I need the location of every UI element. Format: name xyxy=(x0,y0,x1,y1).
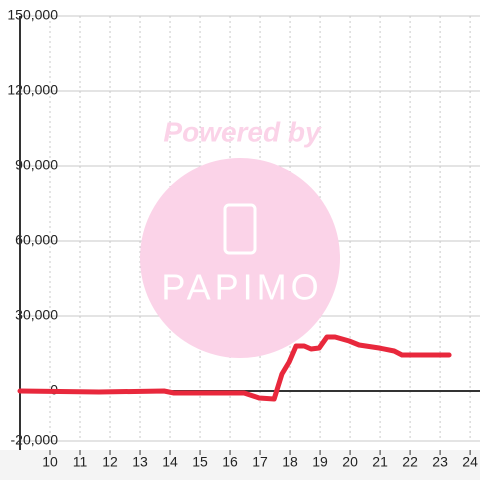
y-tick-label: -20,000 xyxy=(11,432,59,448)
x-tick-label: 11 xyxy=(73,454,88,470)
x-tick-label: 17 xyxy=(252,454,268,470)
x-tick-label: 16 xyxy=(222,454,238,470)
x-tick-label: 20 xyxy=(342,454,358,470)
series-line xyxy=(17,334,452,402)
x-tick-label: 10 xyxy=(42,454,58,470)
watermark: Powered by PAPIMO xyxy=(140,116,340,358)
y-tick-label: 30,000 xyxy=(15,307,58,323)
x-tick-label: 15 xyxy=(192,454,208,470)
watermark-text: Powered by xyxy=(163,116,322,147)
x-tick-label: 12 xyxy=(102,454,118,470)
x-tick-label: 19 xyxy=(312,454,328,470)
x-tick-label: 13 xyxy=(132,454,148,470)
plot: -20,000030,00060,00090,000120,000150,000… xyxy=(7,7,480,470)
watermark-logo: PAPIMO xyxy=(161,267,322,308)
phone-icon xyxy=(223,203,257,255)
x-tick-label: 21 xyxy=(372,454,388,470)
y-tick-label: 60,000 xyxy=(15,232,58,248)
y-tick-label: 150,000 xyxy=(7,7,58,23)
grid xyxy=(20,15,480,442)
x-tick-label: 18 xyxy=(282,454,298,470)
y-tick-label: 120,000 xyxy=(7,82,58,98)
watermark-circle xyxy=(140,158,340,358)
x-tick-label: 22 xyxy=(402,454,418,470)
x-tick-label: 14 xyxy=(162,454,178,470)
x-tick-label: 23 xyxy=(432,454,448,470)
x-tick-label: 24 xyxy=(462,454,478,470)
y-tick-label: 90,000 xyxy=(15,157,58,173)
